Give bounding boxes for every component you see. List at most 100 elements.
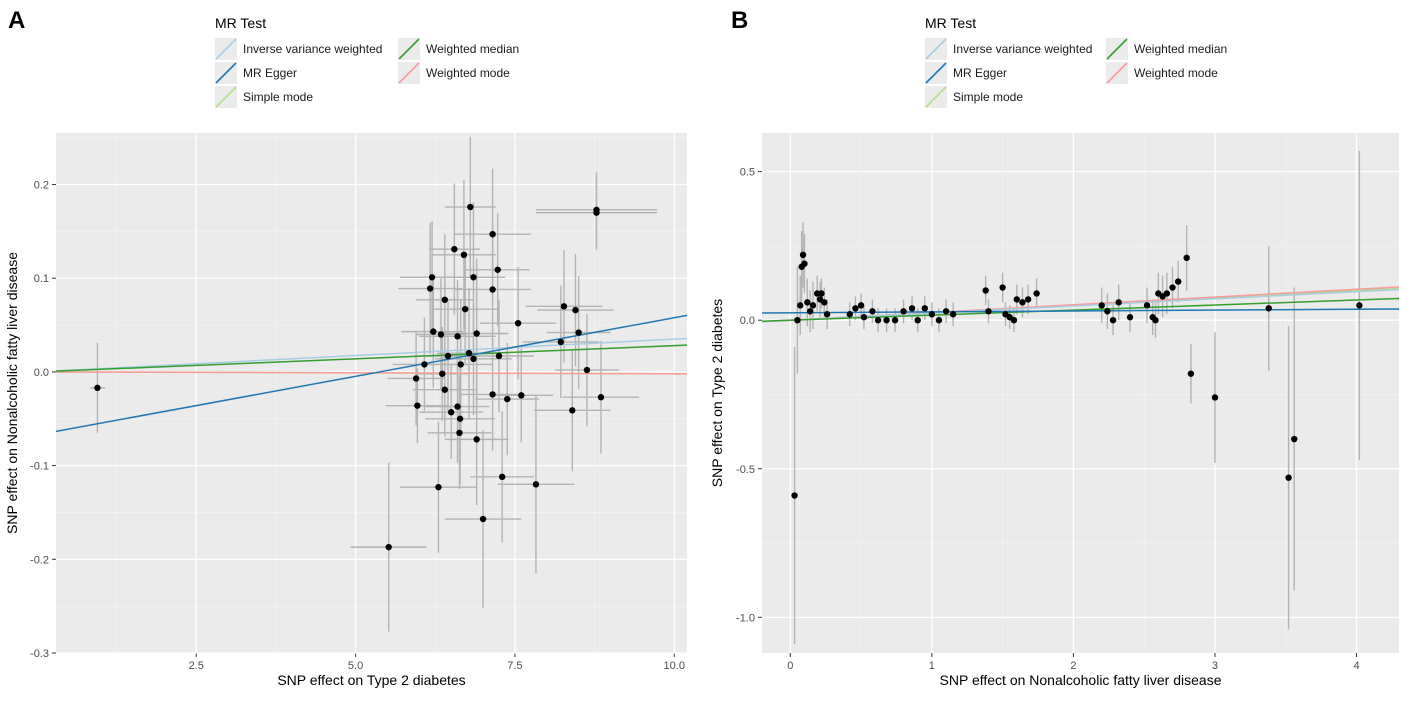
legend-label: Inverse variance weighted [953,42,1092,56]
data-point [1163,290,1171,297]
x-tick-label: 5.0 [348,660,363,672]
data-point [456,415,464,422]
panel-label: B [731,7,748,34]
data-point [572,306,579,314]
y-tick-label: -0.3 [30,648,49,660]
data-point [1126,314,1134,321]
y-tick-label: 0.5 [740,167,755,179]
y-tick-label: -0.2 [30,554,49,566]
data-point [460,251,468,259]
data-point [1169,284,1176,291]
data-point [1019,299,1026,306]
data-point [454,333,461,340]
data-point [1152,317,1159,324]
data-point [806,308,814,315]
legend-item: Inverse variance weighted [925,38,1092,60]
data-point [857,302,865,309]
y-tick-label: 0.2 [34,180,49,192]
data-point [1104,308,1111,315]
legend-item: MR Egger [925,62,1007,84]
data-point [457,361,464,368]
data-point [1265,305,1272,312]
data-point [569,407,576,414]
regression-line [762,297,1399,322]
legend-label: Inverse variance weighted [243,42,382,56]
legend-title: MR Test [925,15,976,31]
legend-key-line [1106,62,1128,84]
data-point [467,203,474,211]
data-point [461,305,469,313]
legend-item: Simple mode [215,86,313,108]
data-point [473,330,480,337]
plot-background [762,133,1399,653]
panel-label: A [8,7,25,34]
x-tick-label: 10.0 [664,660,685,672]
data-point [414,402,421,409]
data-point [1013,296,1020,303]
data-point [430,328,437,335]
data-point [1010,317,1018,324]
x-tick-label: 0 [787,660,793,672]
legend-item: Weighted median [1106,38,1227,60]
data-point [949,311,957,318]
plot-area [56,136,687,632]
legend-item: Simple mode [925,86,1023,108]
data-point [421,361,428,368]
data-point [470,274,477,281]
plot-background [56,133,687,653]
data-point [489,286,496,293]
data-point [498,473,506,481]
data-point [900,308,907,315]
data-point [1211,394,1219,401]
data-point [809,302,817,309]
data-point [494,266,501,273]
data-point [823,311,831,318]
data-point [908,305,916,312]
legend-item: Weighted median [398,38,519,60]
data-point [801,260,808,267]
x-tick-label: 2.5 [189,660,204,672]
legend-item: Inverse variance weighted [215,38,382,60]
legend-label: Weighted mode [426,66,510,80]
data-point [982,287,989,294]
data-point [575,329,582,336]
data-point [456,429,463,437]
data-point [869,308,876,315]
data-point [794,317,801,324]
data-point [557,338,564,346]
data-point [852,305,859,312]
panel-a: A MR Test Inverse variance weighted Weighte… [4,7,687,688]
data-point [385,543,392,551]
data-point [1143,302,1151,309]
x-tick-label: 7.5 [507,660,522,672]
y-tick-label: 0.0 [740,315,755,327]
legend-label: MR Egger [953,66,1007,80]
plot-area [762,150,1399,645]
regression-line [56,344,687,372]
data-point [860,314,868,321]
data-point [412,375,420,382]
data-point [874,317,882,324]
legend-label: Weighted median [426,42,519,56]
data-point [799,251,807,259]
data-point [891,317,899,324]
legend: MR Test Inverse variance weighted Weighted… [925,15,1227,108]
data-point [441,296,448,303]
data-point [883,317,890,324]
data-point [441,386,448,393]
data-point [439,370,446,377]
data-point [428,274,436,281]
data-point [1115,299,1122,306]
y-tick-label: -0.5 [736,464,755,476]
data-point [999,284,1006,291]
data-point [1098,302,1105,309]
data-point [985,308,992,315]
y-tick-label: -1.0 [736,612,755,624]
data-point [597,394,605,401]
x-tick-label: 3 [1212,660,1218,672]
legend-title: MR Test [215,15,266,31]
regression-line [762,288,1399,323]
data-point [465,349,473,357]
y-axis-label: SNP effect on Nonalcoholic fatty liver d… [4,252,20,534]
